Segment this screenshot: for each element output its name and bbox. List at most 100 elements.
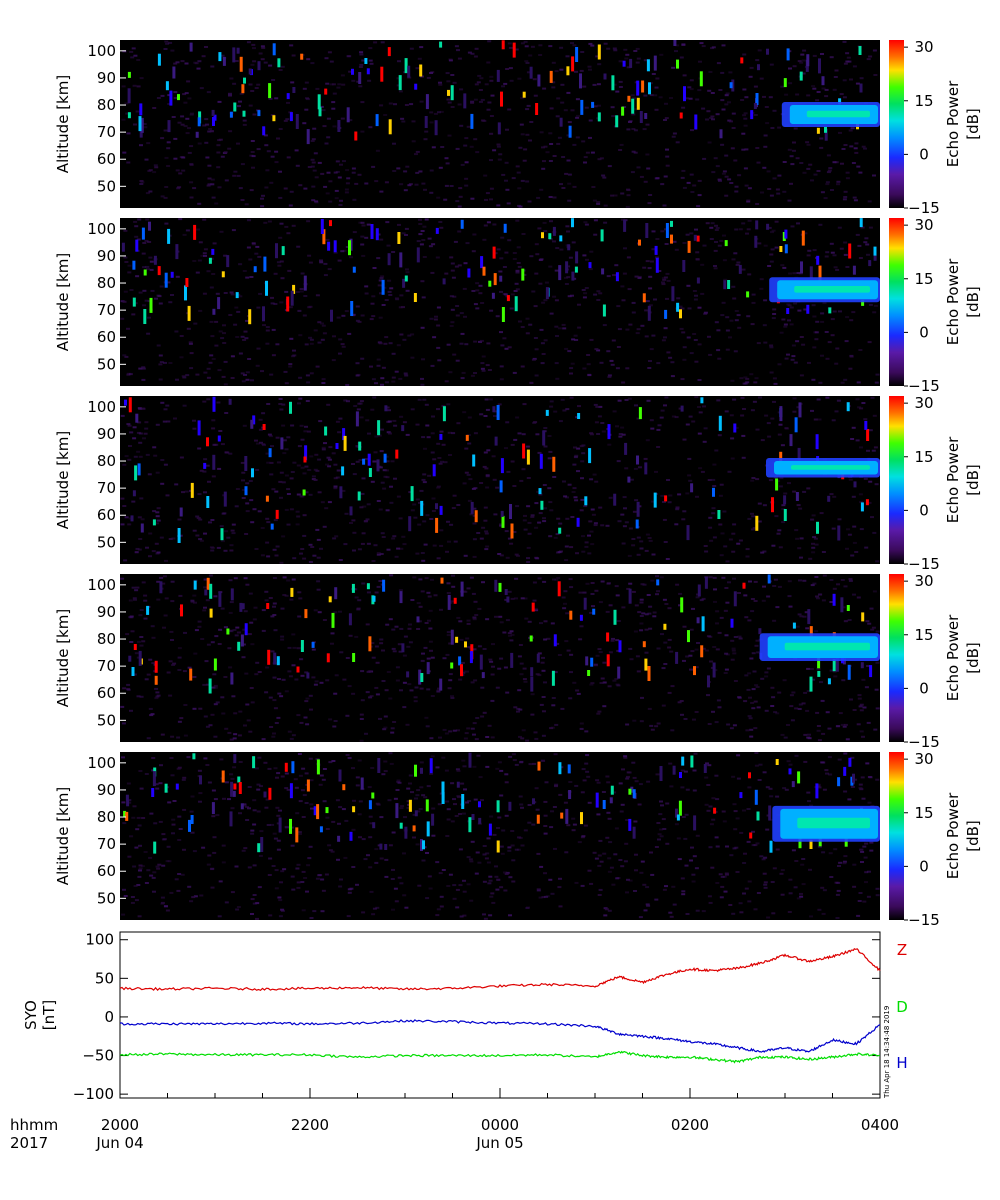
noise-cell — [519, 123, 524, 126]
noise-cell — [499, 331, 503, 334]
echo-speck — [818, 265, 822, 281]
noise-cell — [384, 299, 389, 301]
noise-cell — [271, 328, 276, 331]
noise-cell — [675, 506, 680, 509]
noise-cell — [625, 53, 630, 56]
noise-cell — [170, 49, 175, 52]
noise-cell — [790, 358, 795, 361]
noise-cell — [326, 136, 331, 139]
noise-cell — [274, 150, 279, 153]
noise-cell — [166, 671, 171, 674]
echo-speck — [351, 68, 354, 75]
noise-cell — [568, 781, 573, 783]
noise-cell — [581, 535, 585, 538]
noise-cell — [346, 400, 350, 403]
noise-cell — [164, 186, 169, 188]
noise-cell — [360, 101, 365, 104]
echo-speck — [333, 240, 337, 253]
noise-cell — [262, 444, 266, 447]
noise-cell — [555, 247, 560, 250]
noise-cell — [783, 492, 788, 495]
noise-cell — [266, 824, 271, 826]
noise-cell — [305, 98, 310, 101]
echo-speck — [526, 449, 530, 465]
noise-cell — [123, 290, 128, 293]
noise-cell — [202, 400, 207, 403]
noise-cell — [541, 759, 546, 762]
noise-cell — [866, 449, 870, 452]
echo-speck — [447, 594, 451, 610]
y-tick-label: 90 — [97, 425, 116, 443]
noise-cell — [744, 96, 749, 99]
noise-cell — [831, 419, 836, 422]
noise-cell — [715, 798, 720, 801]
noise-cell — [250, 832, 255, 835]
noise-cell — [289, 508, 294, 511]
echo-speck — [729, 82, 733, 89]
noise-cell — [750, 409, 755, 412]
echo-speck — [783, 78, 787, 88]
noise-cell — [697, 379, 702, 381]
noise-cell — [431, 510, 436, 512]
echo-speck — [420, 500, 424, 516]
noise-cell — [264, 590, 269, 593]
noise-cell — [388, 432, 392, 435]
noise-cell — [492, 478, 497, 481]
noise-cell — [196, 517, 201, 520]
noise-cell — [680, 176, 685, 179]
noise-cell — [489, 309, 494, 312]
echo-speck — [494, 436, 498, 446]
noise-cell — [187, 127, 191, 130]
noise-cell — [418, 218, 422, 221]
noise-cell — [585, 258, 589, 261]
noise-cell — [680, 378, 685, 381]
noise-cell — [161, 864, 166, 867]
noise-cell — [144, 158, 149, 161]
noise-cell — [721, 108, 726, 111]
echo-speck — [792, 622, 796, 629]
echo-speck — [296, 666, 300, 673]
noise-cell — [826, 171, 831, 174]
noise-cell — [291, 664, 296, 667]
echo-speck — [197, 117, 201, 127]
noise-cell — [464, 184, 469, 187]
noise-cell — [598, 601, 603, 604]
noise-cell — [514, 597, 518, 600]
noise-cell — [569, 546, 574, 549]
noise-cell — [810, 584, 815, 587]
noise-cell — [788, 82, 793, 85]
noise-cell — [832, 254, 837, 257]
echo-speck — [824, 126, 827, 133]
noise-cell — [671, 415, 676, 418]
noise-cell — [670, 375, 675, 378]
noise-cell — [664, 603, 669, 605]
noise-cell — [716, 329, 721, 332]
noise-cell — [326, 456, 331, 459]
noise-cell — [380, 532, 385, 535]
noise-cell — [241, 656, 246, 659]
noise-cell — [447, 687, 452, 690]
noise-cell — [872, 174, 876, 177]
noise-cell — [545, 151, 550, 154]
noise-cell — [777, 585, 782, 588]
noise-cell — [396, 344, 401, 347]
noise-cell — [424, 218, 429, 221]
noise-cell — [208, 128, 213, 130]
noise-cell — [508, 634, 512, 637]
noise-cell — [762, 550, 767, 553]
noise-cell — [333, 692, 338, 695]
noise-cell — [392, 535, 397, 538]
echo-speck — [497, 122, 501, 135]
noise-cell — [458, 187, 463, 190]
noise-cell — [320, 172, 325, 175]
noise-cell — [149, 260, 154, 263]
noise-cell — [569, 671, 573, 674]
echo-speck — [239, 56, 243, 72]
noise-cell — [711, 118, 715, 121]
noise-cell — [366, 591, 371, 594]
echo-speck — [262, 126, 266, 136]
noise-cell — [843, 253, 848, 256]
noise-cell — [483, 174, 488, 177]
noise-cell — [270, 650, 275, 653]
noise-cell — [183, 704, 188, 706]
